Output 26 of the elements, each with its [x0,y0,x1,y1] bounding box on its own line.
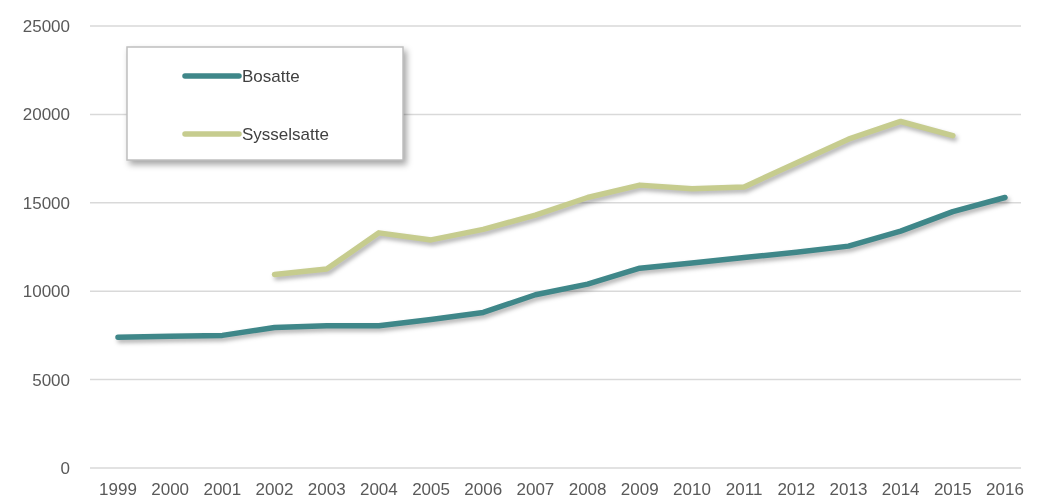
x-tick-label: 2004 [359,480,398,499]
y-tick-label: 15000 [22,193,70,213]
x-tick-label: 2010 [673,480,711,499]
x-tick-label: 2014 [881,480,920,499]
x-tick-label: 2016 [986,480,1024,499]
x-tick-label: 2011 [725,480,763,499]
x-tick-label: 2005 [412,480,450,499]
x-tick-label: 2003 [307,480,346,499]
x-tick-label: 2012 [777,480,816,499]
y-tick-label: 20000 [22,105,70,125]
y-tick-label: 0 [60,458,70,478]
legend-label: Sysselsatte [242,124,329,144]
x-tick-label: 2009 [620,480,659,499]
x-tick-label: 2015 [933,480,972,499]
legend-label: Bosatte [242,66,300,86]
x-tick-label: 2000 [151,480,190,499]
x-tick-label: 1999 [99,480,137,499]
x-tick-label: 2007 [516,480,555,499]
x-tick-label: 2008 [568,480,607,499]
y-tick-label: 5000 [32,370,70,390]
x-tick-label: 2002 [255,480,294,499]
x-tick-label: 2006 [464,480,503,499]
y-tick-label: 25000 [22,16,70,36]
x-tick-label: 2001 [203,480,242,499]
y-tick-label: 10000 [22,282,70,302]
x-tick-label: 2013 [829,480,868,499]
